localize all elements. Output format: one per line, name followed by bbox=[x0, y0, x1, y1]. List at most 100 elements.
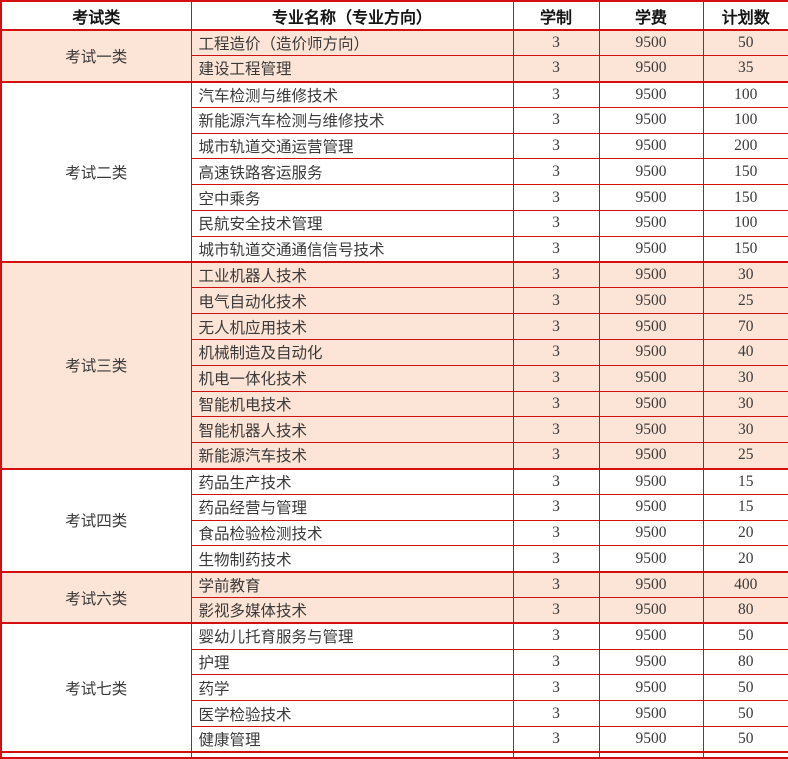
years-cell: 3 bbox=[512, 339, 600, 366]
plan-cell: 35 bbox=[702, 55, 788, 83]
plan-cell: 70 bbox=[702, 313, 788, 341]
major-cell: 机械制造及自动化 bbox=[190, 339, 514, 366]
plan-cell: 150 bbox=[702, 184, 788, 212]
major-cell: 健康管理 bbox=[190, 726, 514, 753]
major-cell: 民航安全技术管理 bbox=[190, 210, 514, 237]
empty-cell bbox=[0, 751, 192, 759]
years-cell: 3 bbox=[512, 287, 600, 315]
table-row: 城市轨道交通运营管理 3 9500 200 bbox=[1, 132, 788, 160]
years-cell: 3 bbox=[512, 132, 600, 160]
years-cell: 3 bbox=[512, 648, 600, 676]
plan-cell: 30 bbox=[702, 364, 788, 392]
tuition-cell: 9500 bbox=[598, 261, 704, 289]
plan-cell: 30 bbox=[702, 261, 788, 289]
tuition-cell: 9500 bbox=[598, 80, 704, 108]
years-cell: 3 bbox=[512, 158, 600, 186]
major-cell: 高速铁路客运服务 bbox=[190, 158, 514, 186]
plan-cell: 25 bbox=[702, 287, 788, 315]
major-cell: 空中乘务 bbox=[190, 184, 514, 212]
plan-cell: 200 bbox=[702, 132, 788, 160]
major-cell: 城市轨道交通运营管理 bbox=[190, 132, 514, 160]
tuition-cell: 9500 bbox=[598, 545, 704, 573]
major-cell: 影视多媒体技术 bbox=[190, 597, 514, 624]
years-cell: 3 bbox=[512, 235, 600, 263]
category-cell: 考试四类 bbox=[0, 467, 192, 573]
tuition-cell: 9500 bbox=[598, 648, 704, 676]
years-cell: 3 bbox=[512, 674, 600, 702]
table-row: 考试六类 学前教育 3 9500 400 bbox=[0, 570, 788, 624]
empty-cell bbox=[702, 751, 788, 759]
plan-cell: 150 bbox=[702, 158, 788, 186]
tuition-cell: 9500 bbox=[598, 416, 704, 444]
table-row: 空中乘务 3 9500 150 bbox=[1, 184, 788, 212]
plan-cell: 15 bbox=[702, 467, 788, 495]
tuition-cell: 9500 bbox=[598, 674, 704, 702]
table-row: 考试七类 婴幼儿托育服务与管理 3 9500 50 bbox=[0, 622, 788, 753]
plan-cell: 50 bbox=[702, 674, 788, 702]
plan-cell: 40 bbox=[702, 339, 788, 366]
major-cell: 电气自动化技术 bbox=[190, 287, 514, 315]
table-row: 考试二类 汽车检测与维修技术 3 9500 100 bbox=[0, 80, 788, 263]
tuition-cell: 9500 bbox=[598, 29, 704, 57]
tuition-cell: 9500 bbox=[598, 132, 704, 160]
years-cell: 3 bbox=[512, 55, 600, 83]
years-cell: 3 bbox=[512, 184, 600, 212]
category-cell: 考试三类 bbox=[0, 261, 192, 470]
plan-cell: 25 bbox=[702, 442, 788, 470]
tuition-cell: 9500 bbox=[598, 287, 704, 315]
major-cell: 新能源汽车检测与维修技术 bbox=[190, 106, 514, 134]
tuition-cell: 9500 bbox=[598, 493, 704, 521]
table-row: 考试四类 药品生产技术 3 9500 15 bbox=[0, 467, 788, 573]
years-cell: 3 bbox=[512, 570, 600, 599]
tuition-cell: 9500 bbox=[598, 364, 704, 392]
years-cell: 3 bbox=[512, 364, 600, 392]
major-cell: 药品经营与管理 bbox=[190, 493, 514, 521]
plan-cell: 20 bbox=[702, 545, 788, 573]
major-cell: 药品生产技术 bbox=[190, 467, 514, 495]
years-cell: 3 bbox=[512, 210, 600, 237]
tuition-cell: 9500 bbox=[598, 597, 704, 624]
major-cell: 工程造价（造价师方向） bbox=[190, 29, 514, 57]
major-cell: 医学检验技术 bbox=[190, 700, 514, 728]
tuition-cell: 9500 bbox=[598, 339, 704, 366]
major-cell: 学前教育 bbox=[190, 570, 514, 599]
years-cell: 3 bbox=[512, 700, 600, 728]
empty-cell bbox=[190, 751, 514, 759]
major-cell: 婴幼儿托育服务与管理 bbox=[190, 622, 514, 650]
tuition-cell: 9500 bbox=[598, 235, 704, 263]
years-cell: 3 bbox=[512, 467, 600, 495]
table-row: 机电一体化技术 3 9500 30 bbox=[1, 364, 788, 392]
major-cell: 生物制药技术 bbox=[190, 545, 514, 573]
tuition-cell: 9500 bbox=[598, 570, 704, 599]
plan-cell: 50 bbox=[702, 726, 788, 753]
years-cell: 3 bbox=[512, 726, 600, 753]
major-cell: 无人机应用技术 bbox=[190, 313, 514, 341]
table-row: 城市轨道交通通信信号技术 3 9500 150 bbox=[1, 235, 788, 263]
tuition-cell: 9500 bbox=[598, 519, 704, 547]
tuition-cell: 9500 bbox=[598, 106, 704, 134]
years-cell: 3 bbox=[512, 261, 600, 289]
table-row: 护理 3 9500 80 bbox=[1, 648, 788, 676]
tuition-cell: 9500 bbox=[598, 210, 704, 237]
table-row: 考试一类 工程造价（造价师方向） 3 9500 50 bbox=[0, 29, 788, 83]
table-row: 机械制造及自动化 3 9500 40 bbox=[1, 339, 788, 366]
major-cell: 工业机器人技术 bbox=[190, 261, 514, 289]
table-row: 高速铁路客运服务 3 9500 150 bbox=[1, 158, 788, 186]
tuition-cell: 9500 bbox=[598, 184, 704, 212]
years-cell: 3 bbox=[512, 29, 600, 57]
tuition-cell: 9500 bbox=[598, 622, 704, 650]
years-cell: 3 bbox=[512, 80, 600, 108]
years-cell: 3 bbox=[512, 597, 600, 624]
plan-cell: 100 bbox=[702, 106, 788, 134]
category-cell: 考试七类 bbox=[0, 622, 192, 753]
plan-cell: 400 bbox=[702, 570, 788, 599]
table-row: 医学检验技术 3 9500 50 bbox=[1, 700, 788, 728]
years-cell: 3 bbox=[512, 106, 600, 134]
plan-cell: 80 bbox=[702, 648, 788, 676]
empty-cell bbox=[598, 751, 704, 759]
plan-cell: 100 bbox=[702, 80, 788, 108]
major-cell: 食品检验检测技术 bbox=[190, 519, 514, 547]
tuition-cell: 9500 bbox=[598, 467, 704, 495]
major-cell: 智能机器人技术 bbox=[190, 416, 514, 444]
